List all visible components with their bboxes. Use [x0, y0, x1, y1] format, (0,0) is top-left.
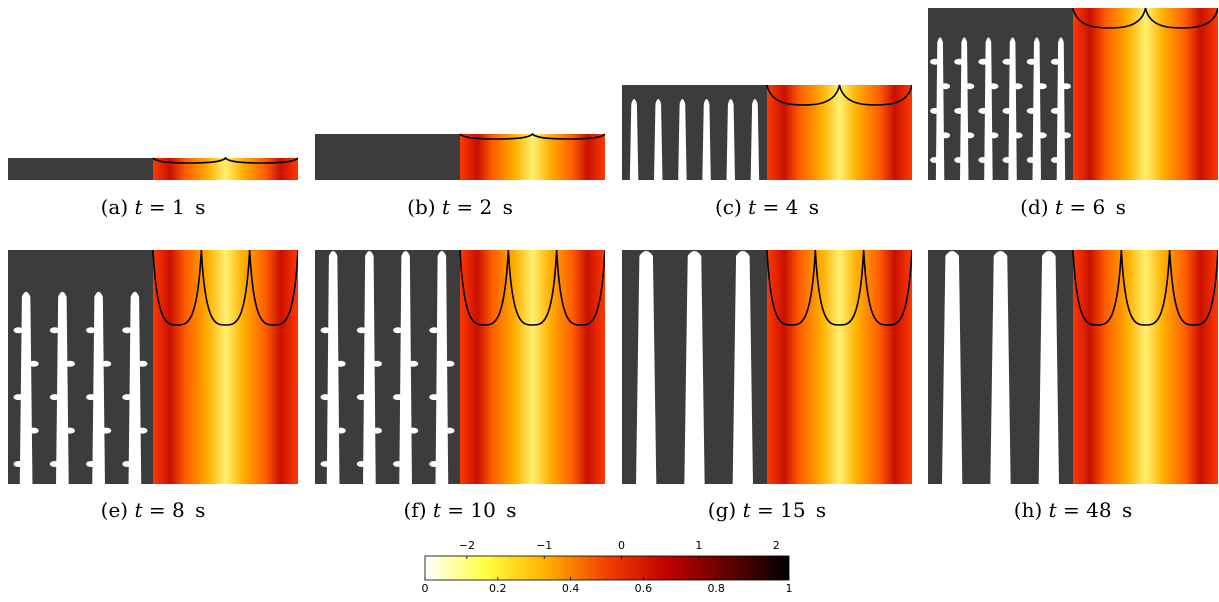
caption-value: 1 — [172, 195, 185, 219]
caption-eq: = — [756, 498, 774, 522]
caption-eq: = — [456, 195, 474, 219]
caption-value: 8 — [171, 498, 185, 522]
caption-value: 10 — [470, 498, 496, 522]
caption-unit: s — [506, 498, 517, 522]
caption-var: t — [1054, 195, 1063, 219]
panel-image — [928, 249, 1218, 484]
panel-image — [315, 132, 605, 180]
caption-unit: s — [1121, 498, 1133, 522]
colorbar-bottom-tick: 0 — [421, 582, 429, 595]
panel-6: (f) t = 10 s — [315, 234, 605, 554]
phase-field-half — [622, 250, 767, 484]
caption-letter: (d) — [1020, 195, 1049, 219]
field-half — [1072, 249, 1218, 484]
colorbar: −2 −1 0 1 2 0 0.2 0.4 0.6 0.8 1 — [410, 536, 810, 598]
caption-var: t — [742, 498, 751, 522]
panel-8: (h) t = 48 s — [928, 234, 1218, 554]
caption-unit: s — [195, 195, 206, 219]
panel-4: (d) t = 6 s — [928, 0, 1218, 250]
field-half — [766, 249, 912, 484]
panel-caption: (f) t = 10 s — [315, 498, 605, 522]
caption-eq: = — [148, 195, 166, 219]
caption-unit: s — [808, 195, 820, 219]
panel-caption: (b) t = 2 s — [315, 195, 605, 219]
colorbar-gradient — [424, 555, 790, 581]
colorbar-bottom-tick: 0.4 — [561, 582, 580, 595]
caption-letter: (b) — [407, 195, 436, 219]
colorbar-bottom-tick: 0.8 — [707, 582, 725, 595]
colorbar-top-tick: 1 — [695, 539, 703, 552]
panel-3: (c) t = 4 s — [622, 0, 912, 250]
colorbar-top-tick: −1 — [536, 539, 553, 552]
caption-letter: (c) — [714, 195, 742, 219]
caption-var: t — [432, 498, 441, 522]
colorbar-bottom-tick: 1 — [785, 582, 793, 595]
caption-eq: = — [1063, 498, 1080, 522]
panel-caption: (e) t = 8 s — [8, 498, 298, 522]
panel-image — [622, 84, 912, 180]
field-half — [152, 249, 298, 484]
caption-var: t — [134, 195, 143, 219]
caption-letter: (h) — [1013, 498, 1043, 522]
field-half — [459, 249, 605, 484]
caption-unit: s — [1115, 195, 1126, 219]
panel-2: (b) t = 2 s — [315, 0, 605, 250]
panel-image — [8, 249, 298, 484]
phase-field-half — [622, 85, 767, 180]
panel-image — [8, 156, 298, 180]
colorbar-top-tick: 0 — [618, 539, 626, 552]
caption-unit: s — [502, 195, 513, 219]
panel-caption: (c) t = 4 s — [622, 195, 912, 219]
colorbar-svg — [424, 555, 790, 581]
panel-caption: (a) t = 1 s — [8, 195, 298, 219]
field-half — [1072, 7, 1218, 180]
field-half — [152, 156, 298, 180]
caption-var: t — [748, 195, 757, 219]
caption-letter: (e) — [100, 498, 129, 522]
phase-field-half — [315, 134, 460, 180]
phase-field-half — [8, 158, 153, 180]
panel-caption: (d) t = 6 s — [928, 195, 1218, 219]
caption-eq: = — [1069, 195, 1087, 219]
panel-image — [622, 249, 912, 484]
phase-field-half — [315, 250, 460, 484]
caption-unit: s — [815, 498, 827, 522]
caption-unit: s — [195, 498, 206, 522]
caption-value: 15 — [780, 498, 806, 522]
panel-caption: (g) t = 15 s — [622, 498, 912, 522]
field-half — [766, 84, 912, 180]
colorbar-bottom-tick: 0.2 — [489, 582, 507, 595]
caption-value: 6 — [1092, 195, 1106, 219]
colorbar-bottom-tick: 0.6 — [634, 582, 653, 595]
panel-caption: (h) t = 48 s — [928, 498, 1218, 522]
colorbar-top-tick: −2 — [458, 539, 475, 552]
caption-value: 2 — [479, 195, 493, 219]
caption-letter: (a) — [100, 195, 129, 219]
field-half — [459, 132, 605, 180]
caption-var: t — [1048, 498, 1057, 522]
caption-letter: (g) — [707, 498, 737, 522]
phase-field-half — [8, 250, 153, 484]
colorbar-top-tick: 2 — [772, 539, 780, 552]
phase-field-half — [928, 8, 1073, 180]
caption-value: 4 — [785, 195, 799, 219]
caption-eq: = — [148, 498, 166, 522]
panel-image — [928, 7, 1218, 180]
panel-7: (g) t = 15 s — [622, 234, 912, 554]
caption-var: t — [441, 195, 450, 219]
caption-eq: = — [762, 195, 780, 219]
caption-var: t — [134, 498, 143, 522]
phase-field-half — [928, 250, 1073, 484]
panel-image — [315, 249, 605, 484]
panel-5: (e) t = 8 s — [8, 234, 298, 554]
caption-value: 48 — [1086, 498, 1112, 522]
panel-1: (a) t = 1 s — [8, 0, 298, 250]
caption-letter: (f) — [403, 498, 427, 522]
caption-eq: = — [447, 498, 465, 522]
